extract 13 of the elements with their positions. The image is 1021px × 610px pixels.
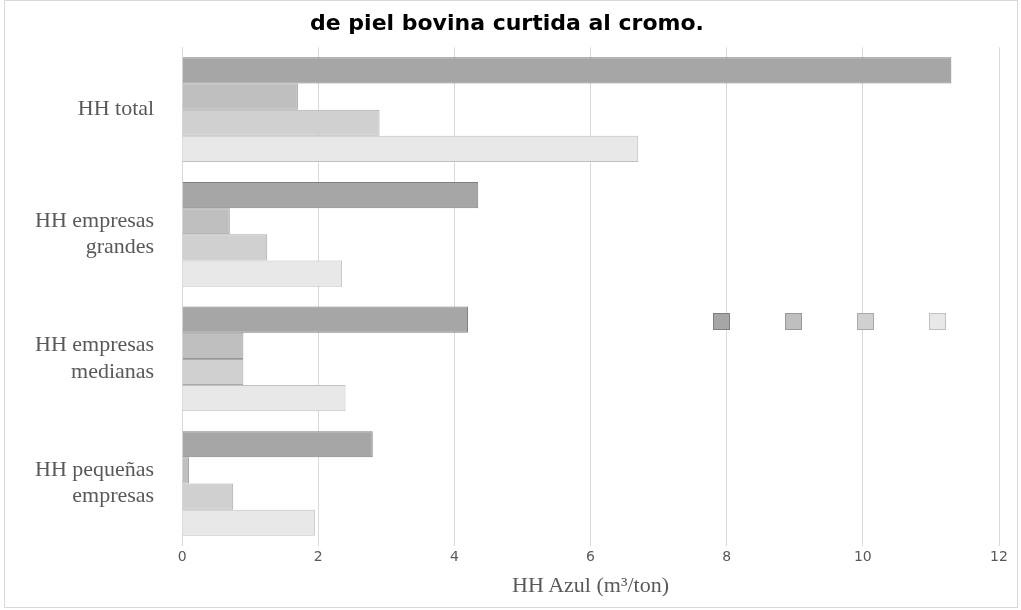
chart-title: de piel bovina curtida al cromo.	[310, 9, 704, 35]
x-tick-label: 4	[449, 547, 459, 564]
y-tick-label: HH pequeñas empresas	[34, 456, 155, 508]
x-tick-label: 10	[853, 547, 872, 564]
y-tick-label: HH total	[77, 95, 155, 121]
x-tick-label: 8	[722, 547, 732, 564]
y-tick-label: HH empresas grandes	[34, 206, 155, 259]
y-tick-label: HH empresas medianas	[34, 331, 155, 383]
x-tick-label: 6	[586, 547, 596, 564]
x-axis-title: HH Azul (m³/ton)	[512, 571, 670, 597]
x-tick-label: 12	[990, 547, 1008, 564]
x-tick-label: 0	[177, 547, 187, 564]
x-tick-label: 2	[313, 547, 323, 564]
